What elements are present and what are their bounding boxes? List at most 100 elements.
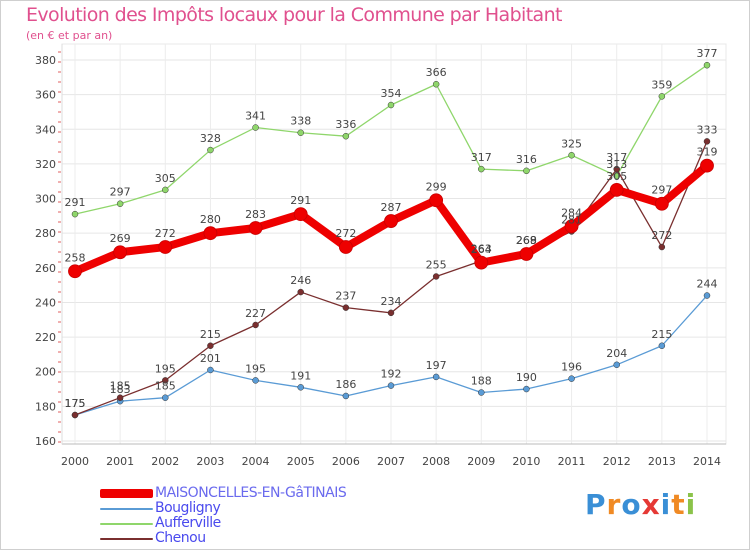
data-label: 316: [516, 153, 537, 166]
legend-swatch: [100, 489, 153, 498]
data-point: [116, 394, 124, 401]
x-tick-label: 2014: [693, 455, 721, 468]
data-point: [519, 247, 534, 261]
legend-swatch: [100, 538, 153, 540]
y-tick-label: 240: [35, 296, 56, 309]
logo-letter: t: [671, 488, 686, 521]
data-label: 283: [245, 208, 266, 221]
data-label: 201: [200, 352, 221, 365]
y-tick-label: 200: [35, 366, 56, 379]
data-point: [658, 93, 666, 100]
data-point: [297, 288, 304, 296]
data-point: [162, 394, 169, 401]
data-label: 305: [155, 172, 176, 185]
data-point: [113, 245, 128, 260]
x-tick-label: 2006: [332, 455, 360, 468]
data-label: 175: [65, 397, 86, 410]
data-label: 215: [651, 328, 672, 341]
data-point: [613, 361, 620, 369]
legend-swatch: [100, 508, 153, 510]
y-tick-label: 160: [35, 435, 56, 448]
y-tick-label: 260: [35, 262, 56, 275]
data-point: [68, 264, 82, 279]
data-point: [613, 172, 620, 180]
data-point: [658, 243, 666, 251]
logo-letter: i: [660, 488, 672, 521]
series-points: [68, 61, 714, 419]
data-point: [703, 292, 711, 299]
logo-letter: P: [585, 488, 607, 521]
legend-swatch: [100, 523, 153, 525]
logo-letter: i: [685, 488, 697, 521]
data-label: 204: [606, 347, 627, 360]
data-label: 313: [606, 158, 627, 171]
data-point: [523, 167, 530, 175]
data-point: [116, 200, 124, 207]
data-point: [613, 165, 620, 173]
data-point: [158, 240, 173, 254]
data-point: [568, 375, 575, 382]
data-label: 297: [110, 186, 131, 199]
data-label: 264: [471, 243, 492, 256]
data-label: 197: [426, 359, 447, 372]
x-tick-label: 2008: [422, 455, 450, 468]
data-point: [248, 221, 263, 235]
data-label: 188: [471, 375, 492, 388]
data-label: 234: [381, 295, 402, 308]
logo-letter: o: [621, 488, 642, 521]
legend-label: Chenou: [155, 530, 206, 546]
x-tick-label: 2005: [287, 455, 315, 468]
data-point: [387, 309, 395, 317]
x-tick-label: 2009: [467, 455, 495, 468]
data-point: [568, 152, 575, 159]
data-label: 280: [200, 213, 221, 226]
legend-label: Aufferville: [155, 515, 221, 531]
data-label: 317: [606, 151, 627, 164]
data-label: 272: [155, 227, 176, 240]
x-tick-label: 2012: [603, 455, 631, 468]
data-point: [703, 61, 711, 69]
data-point: [162, 377, 169, 384]
data-label: 291: [290, 194, 311, 207]
data-label: 185: [110, 380, 131, 393]
y-tick-label: 360: [35, 89, 56, 102]
legend-item: MAISONCELLES-EN-GâTINAIS: [100, 485, 500, 501]
legend-label: MAISONCELLES-EN-GâTINAIS: [155, 485, 347, 501]
data-label: 175: [65, 397, 86, 410]
data-point: [432, 273, 440, 280]
data-label: 196: [561, 361, 582, 374]
data-point: [658, 342, 666, 349]
data-point: [342, 304, 350, 311]
data-point: [207, 146, 214, 154]
data-point: [387, 382, 395, 389]
data-label: 341: [245, 110, 266, 123]
data-point: [387, 101, 395, 109]
y-tick-label: 320: [35, 158, 56, 171]
legend-item: Bougligny: [100, 500, 500, 516]
data-label: 268: [516, 234, 537, 247]
data-label: 336: [335, 118, 356, 131]
legend-item: Chenou: [100, 530, 500, 546]
data-point: [162, 186, 169, 194]
data-point: [609, 182, 624, 197]
data-label: 328: [200, 132, 221, 145]
data-label: 325: [561, 137, 582, 150]
data-point: [654, 196, 669, 211]
data-label: 317: [471, 151, 492, 164]
data-label: 281: [561, 213, 582, 226]
legend-item: Aufferville: [100, 515, 500, 531]
data-point: [297, 129, 304, 136]
data-point: [252, 124, 259, 131]
data-point: [432, 80, 440, 88]
data-label: 195: [245, 362, 266, 375]
x-tick-label: 2001: [106, 455, 134, 468]
data-label: 237: [335, 290, 356, 303]
data-label: 354: [381, 87, 402, 100]
data-label: 183: [110, 383, 131, 396]
data-point: [338, 240, 353, 254]
x-tick-label: 2013: [648, 455, 676, 468]
data-label: 338: [290, 115, 311, 128]
proxiti-logo-text: Proxiti: [585, 488, 696, 521]
